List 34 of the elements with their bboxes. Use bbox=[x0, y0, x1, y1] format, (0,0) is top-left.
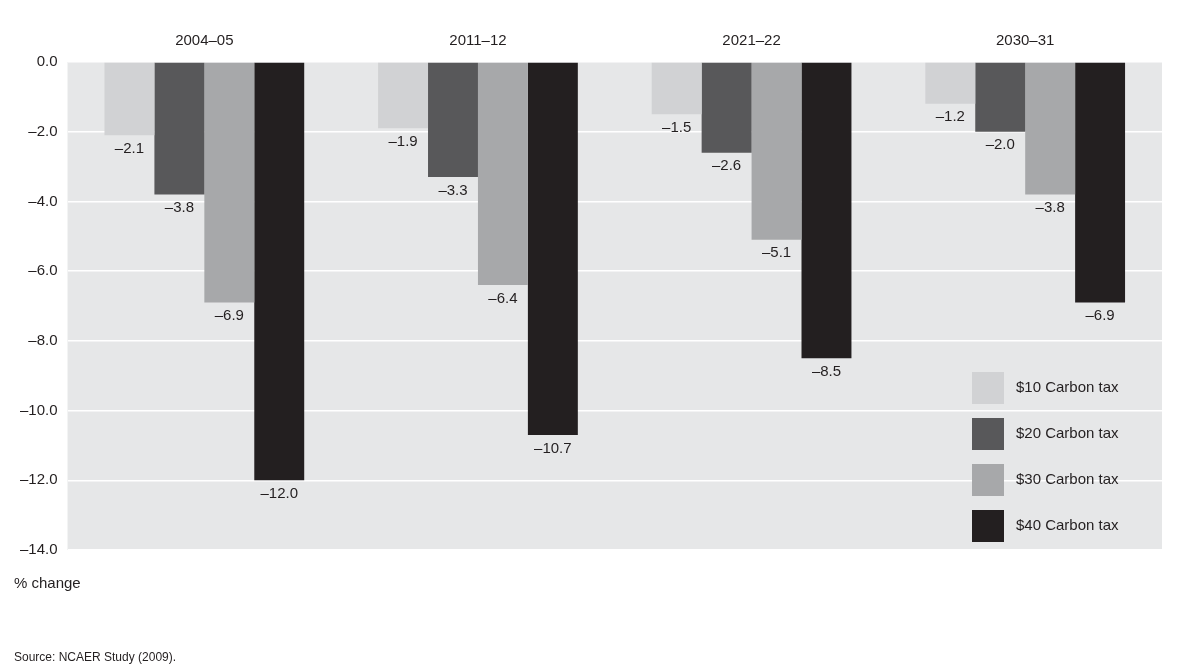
legend-label: $20 Carbon tax bbox=[1016, 424, 1120, 442]
data-label: –8.5 bbox=[811, 361, 842, 379]
data-label: –1.5 bbox=[662, 117, 692, 135]
x-tick-label: 2011–12 bbox=[449, 31, 507, 49]
data-label: –3.8 bbox=[1035, 198, 1065, 216]
y-tick-label: –4.0 bbox=[28, 191, 58, 209]
y-tick-label: 0.0 bbox=[36, 52, 58, 70]
source-note: Source: NCAER Study (2009). bbox=[14, 650, 177, 665]
y-tick-label: –6.0 bbox=[28, 261, 58, 279]
x-tick-label: 2004–05 bbox=[175, 31, 234, 49]
data-label: –1.2 bbox=[935, 107, 965, 125]
x-tick-label: 2030–31 bbox=[995, 31, 1055, 49]
data-label: –10.7 bbox=[534, 438, 572, 456]
legend-label: $30 Carbon tax bbox=[1016, 470, 1120, 488]
legend-label: $10 Carbon tax bbox=[1016, 378, 1120, 396]
legend-label: $40 Carbon tax bbox=[1016, 516, 1120, 534]
data-label: –6.4 bbox=[488, 288, 518, 306]
data-label: –2.6 bbox=[712, 156, 742, 174]
x-tick-label: 2021–22 bbox=[722, 31, 781, 49]
data-label: –3.8 bbox=[164, 198, 194, 216]
y-tick-label: –2.0 bbox=[28, 121, 58, 139]
data-label: –2.1 bbox=[114, 138, 145, 156]
data-label: –12.0 bbox=[260, 483, 299, 501]
data-label: –1.9 bbox=[388, 131, 418, 149]
data-label: –2.0 bbox=[985, 135, 1015, 153]
y-tick-label: –12.0 bbox=[19, 470, 58, 488]
data-label: –3.3 bbox=[438, 180, 468, 198]
y-axis-title: % change bbox=[14, 573, 81, 591]
y-tick-label: –10.0 bbox=[19, 400, 58, 418]
y-tick-label: –14.0 bbox=[19, 540, 58, 558]
y-tick-label: –8.0 bbox=[28, 331, 58, 348]
data-label: –6.9 bbox=[1085, 306, 1115, 324]
data-label: –6.9 bbox=[214, 306, 244, 324]
data-label: –5.1 bbox=[761, 243, 792, 261]
